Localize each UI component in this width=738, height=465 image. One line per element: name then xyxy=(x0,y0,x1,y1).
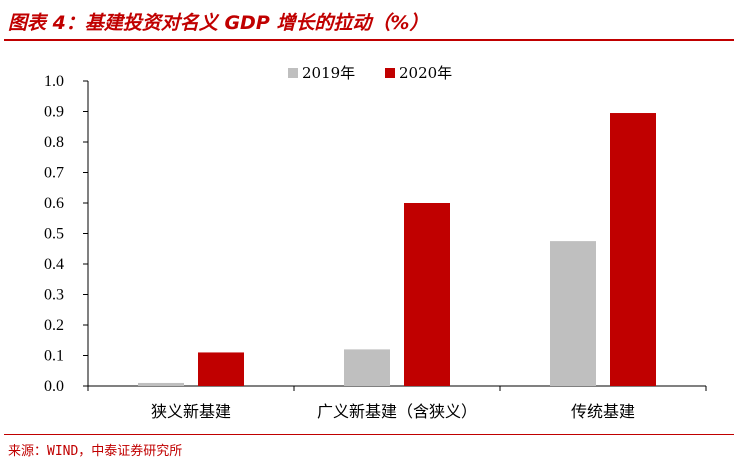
chart-title: 图表 4：基建投资对名义 GDP 增长的拉动（%） xyxy=(8,12,429,34)
bar-2020年-传统基建 xyxy=(610,113,656,387)
bar-2020年-广义新基建（含狭义） xyxy=(404,203,450,386)
bar-2020年-狭义新基建 xyxy=(198,352,244,386)
y-tick-label: 0.5 xyxy=(44,226,64,243)
category-label: 狭义新基建 xyxy=(151,402,231,421)
y-tick-label: 0.1 xyxy=(44,348,64,365)
title-bar: 图表 4：基建投资对名义 GDP 增长的拉动（%） xyxy=(0,0,738,40)
source-note: 来源：WIND，中泰证券研究所 xyxy=(8,444,183,459)
y-tick-label: 0.9 xyxy=(44,104,64,121)
chart-legend: 2019年 2020年 xyxy=(288,64,452,82)
y-tick-label: 0.0 xyxy=(44,378,64,395)
legend-swatch xyxy=(385,68,395,78)
bottom-divider xyxy=(4,434,734,435)
category-label: 传统基建 xyxy=(571,402,635,421)
y-tick-label: 0.7 xyxy=(44,165,64,182)
y-tick-label: 0.3 xyxy=(44,287,64,304)
top-divider xyxy=(4,39,734,41)
bar-2019年-狭义新基建 xyxy=(138,382,184,386)
y-tick-label: 0.4 xyxy=(44,256,64,273)
y-tick-label: 0.8 xyxy=(44,134,64,151)
legend-label: 2019年 xyxy=(302,64,355,82)
y-tick-label: 1.0 xyxy=(44,73,64,90)
chart-axes: 0.0 0.1 0.2 0.3 0.4 0.5 0.6 0.7 0.8 0.9 1.0 狭义新基建 广义… xyxy=(44,73,707,421)
y-tick-label: 0.2 xyxy=(44,317,64,334)
y-tick-label: 0.6 xyxy=(44,195,64,212)
category-label: 广义新基建（含狭义） xyxy=(317,402,477,421)
bar-2019年-广义新基建（含狭义） xyxy=(344,349,390,386)
legend-swatch xyxy=(288,68,298,78)
chart-bars xyxy=(138,113,656,387)
legend-label: 2020年 xyxy=(399,64,452,82)
bar-2019年-传统基建 xyxy=(550,241,596,386)
